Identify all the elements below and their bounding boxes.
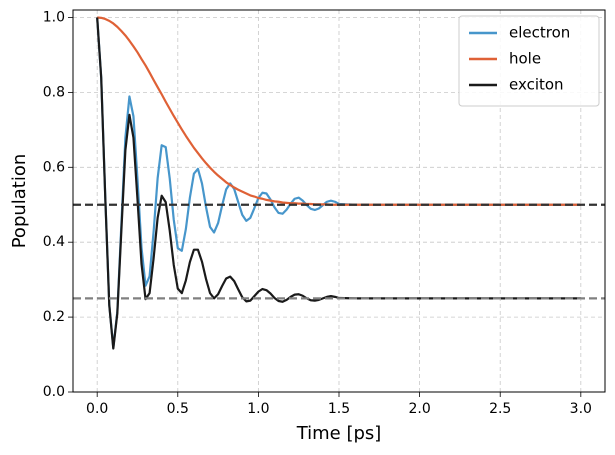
y-axis-label: Population <box>9 154 30 249</box>
x-tick-label: 0.0 <box>86 401 108 417</box>
x-tick-label: 1.5 <box>328 401 350 417</box>
plot-frame <box>72 9 606 393</box>
legend-label: exciton <box>509 76 564 94</box>
y-tick-label: 0.6 <box>43 159 65 175</box>
legend-box <box>458 15 600 107</box>
y-tick-label: 0.4 <box>43 234 65 250</box>
x-tick-label: 1.0 <box>247 401 269 417</box>
x-tick-label: 0.5 <box>167 401 189 417</box>
y-tick-label: 0.8 <box>43 84 65 100</box>
x-tick-label: 2.5 <box>489 401 511 417</box>
y-tick-label: 1.0 <box>43 9 65 25</box>
plot-area <box>73 16 605 350</box>
x-tick-label: 3.0 <box>570 401 592 417</box>
legend-label: hole <box>509 50 541 68</box>
y-tick-label: 0.0 <box>43 384 65 400</box>
y-tick-label: 0.2 <box>43 309 65 325</box>
x-tick-label: 2.0 <box>408 401 430 417</box>
legend-label: electron <box>509 24 570 42</box>
x-axis-label: Time [ps] <box>296 423 382 444</box>
